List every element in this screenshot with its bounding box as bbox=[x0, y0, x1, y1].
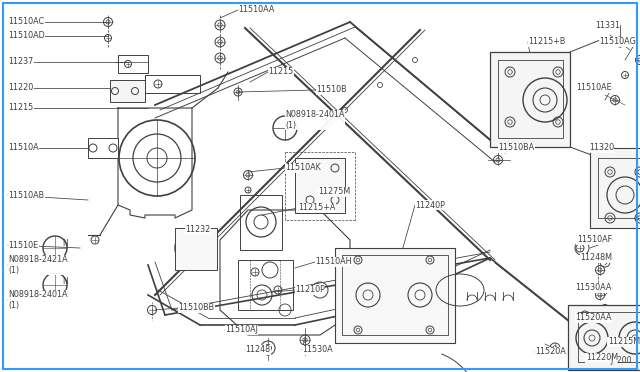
Text: 11248: 11248 bbox=[245, 346, 270, 355]
Bar bbox=[490, 52, 570, 147]
Text: 11530A: 11530A bbox=[302, 346, 333, 355]
Text: 11215: 11215 bbox=[8, 103, 33, 112]
Text: 11215: 11215 bbox=[268, 67, 293, 77]
Text: N: N bbox=[62, 240, 68, 248]
Text: 11237: 11237 bbox=[8, 58, 33, 67]
Text: 11215+B: 11215+B bbox=[528, 38, 565, 46]
Text: 11240P: 11240P bbox=[415, 201, 445, 209]
Bar bbox=[238, 260, 293, 310]
Text: 11510AF: 11510AF bbox=[577, 235, 612, 244]
Text: 11215+A: 11215+A bbox=[298, 203, 335, 212]
Bar bbox=[578, 312, 640, 362]
Bar bbox=[88, 138, 118, 158]
Text: 11510AG: 11510AG bbox=[599, 38, 636, 46]
Text: 11520AA: 11520AA bbox=[575, 314, 612, 323]
Bar bbox=[145, 75, 200, 93]
Text: 11530AA: 11530AA bbox=[575, 283, 612, 292]
Text: 11275M: 11275M bbox=[318, 187, 350, 196]
Bar bbox=[598, 158, 640, 218]
Bar bbox=[110, 80, 145, 102]
Text: 11510BA: 11510BA bbox=[498, 144, 534, 153]
Text: 11331: 11331 bbox=[595, 20, 620, 29]
Text: 11510AE: 11510AE bbox=[577, 83, 612, 93]
Bar bbox=[240, 195, 282, 250]
Text: 11510AC: 11510AC bbox=[8, 17, 44, 26]
Text: N08918-2421A
(1): N08918-2421A (1) bbox=[8, 255, 68, 275]
Text: 11510AH: 11510AH bbox=[315, 257, 351, 266]
Text: 11220: 11220 bbox=[8, 83, 33, 93]
Bar bbox=[335, 248, 455, 343]
Bar bbox=[175, 228, 217, 270]
Text: 11510BB: 11510BB bbox=[178, 304, 214, 312]
Text: N: N bbox=[62, 276, 68, 285]
Bar bbox=[590, 148, 640, 228]
Bar bbox=[568, 305, 640, 370]
Text: 11510AJ: 11510AJ bbox=[225, 326, 258, 334]
Bar bbox=[342, 255, 448, 335]
Text: 11510A: 11510A bbox=[8, 144, 38, 153]
Bar bbox=[118, 55, 148, 73]
Text: 11210P: 11210P bbox=[295, 285, 325, 295]
Text: 11520A: 11520A bbox=[535, 347, 566, 356]
Text: N: N bbox=[290, 118, 296, 126]
Text: N08918-2401A
(1): N08918-2401A (1) bbox=[285, 110, 344, 130]
Text: 11510AK: 11510AK bbox=[285, 164, 321, 173]
Text: 11232: 11232 bbox=[185, 225, 211, 234]
Text: 11510B: 11510B bbox=[316, 86, 347, 94]
Text: 11510AA: 11510AA bbox=[238, 6, 275, 15]
Text: 11510E: 11510E bbox=[8, 241, 38, 250]
Text: 11215M: 11215M bbox=[608, 337, 640, 346]
Text: 11220M: 11220M bbox=[586, 353, 618, 362]
Text: 11248M: 11248M bbox=[580, 253, 612, 263]
Text: N08918-2401A
(1): N08918-2401A (1) bbox=[8, 290, 67, 310]
Text: 11510AD: 11510AD bbox=[8, 32, 45, 41]
Text: 11320: 11320 bbox=[589, 144, 614, 153]
Text: 11510AB: 11510AB bbox=[8, 190, 44, 199]
Text: J  200: J 200 bbox=[611, 356, 632, 365]
Bar bbox=[295, 158, 345, 213]
Bar bbox=[498, 60, 563, 138]
